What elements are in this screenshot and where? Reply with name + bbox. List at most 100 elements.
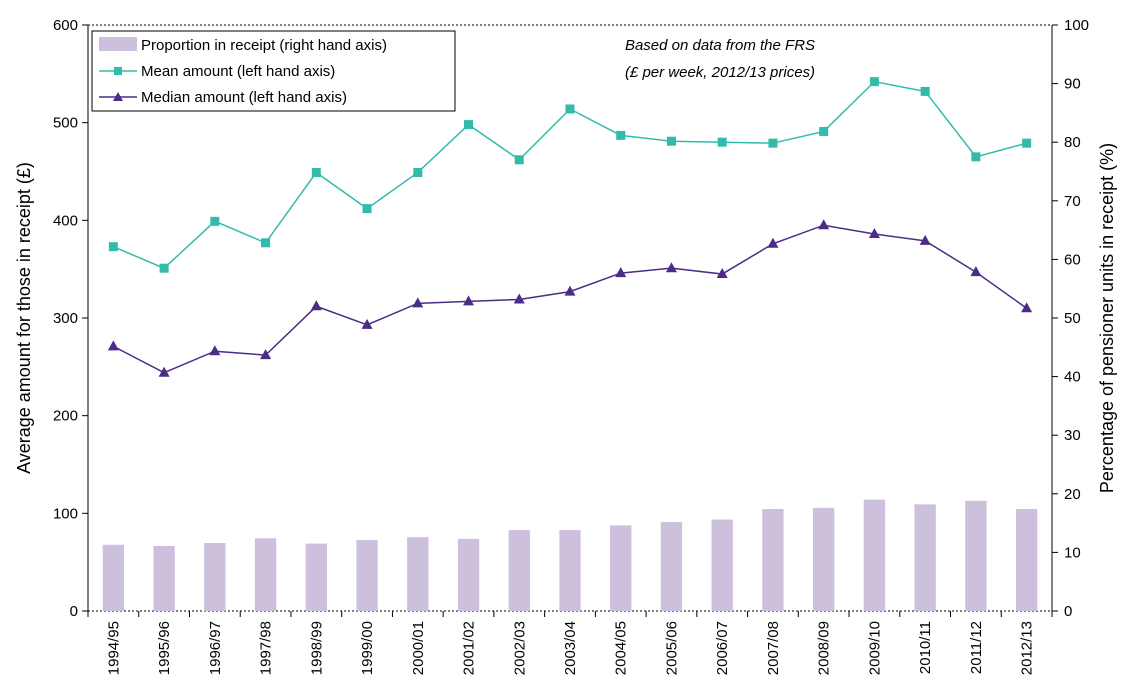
point-mean [666, 136, 676, 146]
bar-proportion [610, 525, 632, 611]
annotation-line-2: (£ per week, 2012/13 prices) [625, 64, 815, 81]
bar-proportion [711, 519, 733, 611]
bar-proportion [863, 499, 886, 611]
x-tick-label: 1998/99 [308, 621, 325, 675]
point-mean [920, 86, 930, 96]
point-mean [108, 242, 118, 252]
point-median [970, 266, 982, 277]
right-tick-label: 70 [1064, 193, 1081, 210]
x-tick-label: 1999/00 [359, 621, 376, 675]
axes: 0 100 200 300 400 500 600 0 10 20 30 40 50 60 70 80 90 10… [53, 17, 1089, 675]
left-tick-label: 0 [70, 603, 78, 620]
point-median [361, 318, 373, 329]
bar-proportion [1015, 509, 1038, 611]
point-median [412, 297, 424, 308]
bar-proportion [457, 538, 480, 611]
point-mean [311, 167, 321, 177]
bar-proportion [508, 530, 530, 611]
left-tick-label: 400 [53, 212, 78, 229]
point-median [716, 268, 728, 279]
point-mean [413, 167, 423, 177]
point-median [665, 262, 677, 273]
legend-marker-median [113, 92, 123, 101]
bar-proportion [813, 507, 835, 611]
point-mean [717, 137, 727, 147]
right-tick-label: 50 [1064, 310, 1081, 327]
point-median [513, 293, 525, 304]
point-median [818, 219, 830, 230]
point-median [1021, 302, 1033, 313]
line-series [107, 77, 1033, 377]
legend: Proportion in receipt (right hand axis) … [91, 30, 456, 112]
bar-proportion [305, 543, 327, 611]
bar-proportion [102, 544, 125, 611]
left-tick-label: 200 [53, 408, 78, 425]
point-mean [159, 263, 169, 273]
bar-proportion [762, 509, 784, 611]
right-tick-label: 10 [1064, 544, 1081, 561]
legend-swatch-proportion [99, 37, 137, 51]
bar-proportion [914, 504, 936, 611]
point-mean [869, 77, 879, 87]
bar-proportion [407, 537, 429, 611]
bar-proportion [660, 521, 683, 611]
x-tick-label: 2011/12 [968, 621, 985, 674]
point-mean [819, 126, 829, 136]
point-median [615, 267, 627, 278]
point-mean [616, 130, 626, 140]
x-tick-label: 2001/02 [461, 621, 478, 675]
bar-proportion [965, 500, 987, 611]
x-tick-label: 2000/01 [410, 621, 427, 675]
bar-proportion [254, 538, 277, 611]
right-tick-label: 80 [1064, 134, 1081, 151]
point-mean [210, 216, 220, 226]
bar-series [102, 499, 1038, 611]
point-median [310, 300, 322, 311]
x-tick-label: 2002/03 [511, 621, 528, 675]
bar-proportion [204, 543, 226, 611]
right-tick-label: 0 [1064, 603, 1072, 620]
annotation-line-1: Based on data from the FRS [625, 37, 815, 54]
x-tick-label: 2003/04 [562, 621, 579, 675]
x-tick-label: 2005/06 [663, 621, 680, 675]
point-median [209, 345, 221, 356]
left-tick-label: 300 [53, 310, 78, 327]
legend-label-median: Median amount (left hand axis) [141, 89, 347, 106]
point-mean [514, 155, 524, 165]
point-median [564, 285, 576, 296]
x-tick-label: 1996/97 [207, 621, 224, 675]
point-median [463, 295, 475, 306]
legend-label-mean: Mean amount (left hand axis) [141, 63, 335, 80]
point-mean [565, 104, 575, 114]
legend-frame [91, 30, 456, 112]
x-tick-label: 2012/13 [1019, 621, 1036, 675]
point-median [260, 349, 272, 360]
legend-marker-mean [114, 67, 122, 75]
left-tick-label: 500 [53, 115, 78, 132]
point-median [107, 340, 119, 351]
right-tick-label: 60 [1064, 251, 1081, 268]
point-mean [464, 120, 474, 130]
bar-proportion [559, 530, 581, 611]
x-tick-label: 2009/10 [866, 621, 883, 675]
point-mean [362, 204, 372, 214]
right-tick-label: 20 [1064, 486, 1081, 503]
legend-label-proportion: Proportion in receipt (right hand axis) [141, 37, 387, 54]
x-tick-label: 2010/11 [917, 621, 934, 674]
point-mean [971, 152, 981, 162]
left-axis-title: Average amount for those in receipt (£) [14, 162, 34, 474]
point-median [767, 237, 779, 248]
right-tick-label: 100 [1064, 17, 1089, 34]
line-median [113, 224, 1028, 374]
right-tick-label: 30 [1064, 427, 1081, 444]
left-tick-label: 600 [53, 17, 78, 34]
point-mean [261, 238, 271, 248]
left-tick-label: 100 [53, 505, 78, 522]
right-tick-label: 90 [1064, 76, 1081, 93]
point-median [158, 366, 170, 377]
point-mean [768, 138, 778, 148]
point-median [868, 228, 880, 239]
right-axis-title: Percentage of pensioner units in receipt… [1097, 143, 1117, 493]
x-tick-label: 2007/08 [765, 621, 782, 675]
